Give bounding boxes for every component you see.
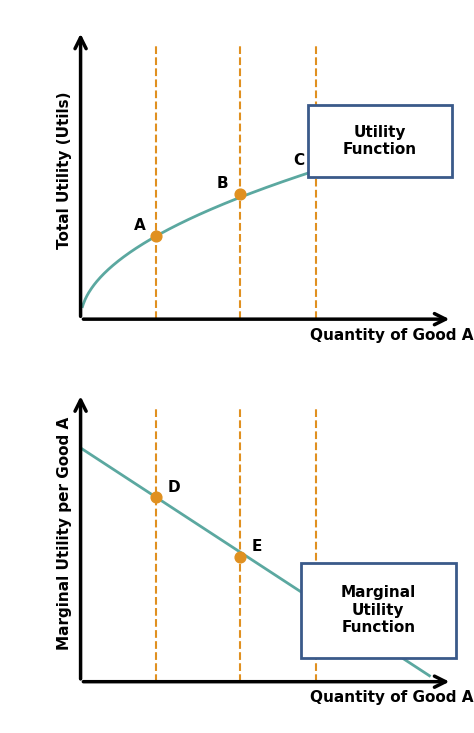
- Point: [312, 596, 319, 608]
- Text: Utility
Function: Utility Function: [343, 125, 417, 157]
- Point: [236, 551, 244, 563]
- Text: Quantity of Good A: Quantity of Good A: [310, 690, 473, 705]
- FancyBboxPatch shape: [301, 563, 456, 658]
- Text: Quantity of Good A: Quantity of Good A: [310, 328, 473, 343]
- Point: [153, 492, 160, 504]
- Text: B: B: [217, 177, 229, 191]
- Text: D: D: [168, 479, 181, 495]
- Text: C: C: [293, 152, 304, 168]
- Y-axis label: Total Utility (Utils): Total Utility (Utils): [57, 92, 72, 249]
- FancyBboxPatch shape: [308, 106, 452, 177]
- Point: [312, 165, 319, 177]
- Text: A: A: [134, 218, 146, 233]
- Text: Marginal
Utility
Function: Marginal Utility Function: [341, 586, 416, 636]
- Point: [153, 230, 160, 242]
- Point: [236, 188, 244, 200]
- Y-axis label: Marginal Utility per Good A: Marginal Utility per Good A: [57, 416, 72, 649]
- Text: E: E: [251, 539, 262, 554]
- Text: F: F: [327, 583, 337, 599]
